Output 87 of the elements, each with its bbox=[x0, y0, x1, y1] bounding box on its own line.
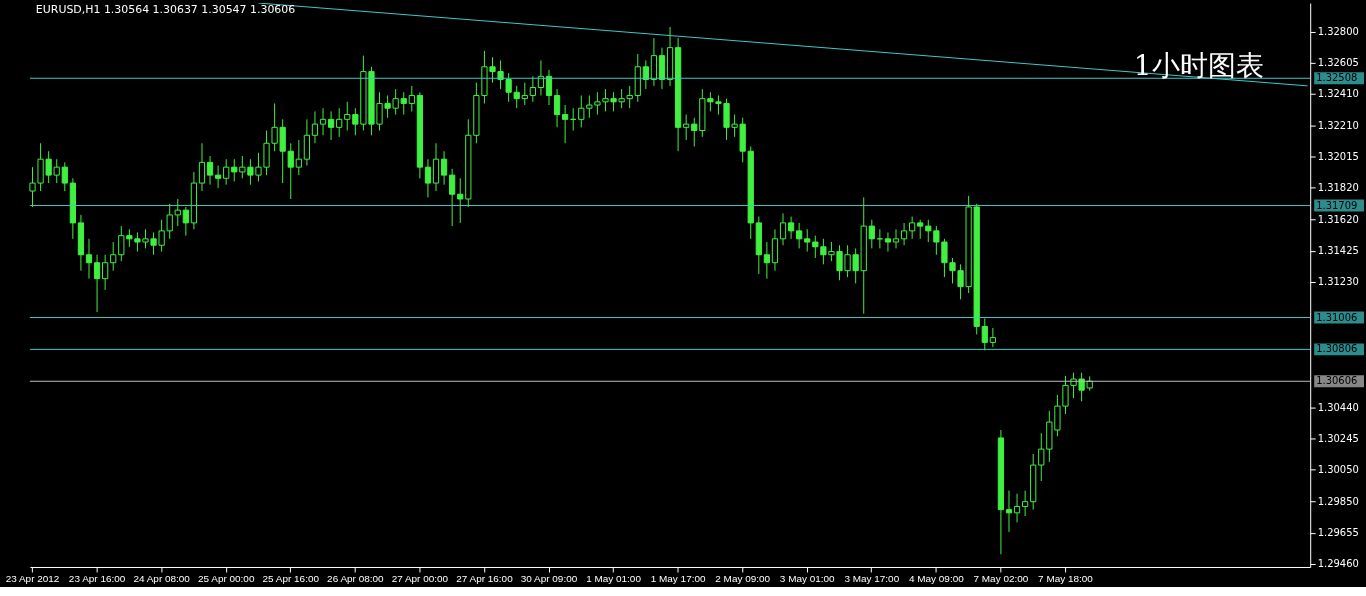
ref-line-label: 1.30606 bbox=[1316, 375, 1358, 387]
y-tick-label: 1.32015 bbox=[1317, 151, 1359, 163]
candlestick bbox=[900, 222, 908, 246]
candlestick bbox=[1005, 490, 1013, 533]
candlestick bbox=[1022, 490, 1029, 517]
candlestick bbox=[796, 222, 803, 249]
candlestick bbox=[1013, 493, 1021, 523]
candlestick bbox=[529, 75, 536, 103]
y-tick-label: 1.31230 bbox=[1317, 276, 1359, 288]
candlestick bbox=[102, 254, 109, 291]
candlestick bbox=[303, 118, 311, 167]
x-tick-label: 23 Apr 2012 bbox=[5, 573, 60, 585]
candlestick bbox=[85, 238, 93, 280]
candlestick bbox=[787, 216, 795, 240]
candlestick bbox=[424, 158, 432, 198]
candlestick bbox=[327, 110, 335, 141]
candlestick bbox=[521, 82, 528, 106]
ref-line-label: 1.31006 bbox=[1316, 311, 1358, 323]
y-tick-label: 1.30050 bbox=[1317, 464, 1359, 476]
x-tick-label: 1 May 17:00 bbox=[650, 573, 706, 585]
x-tick-label: 24 Apr 08:00 bbox=[133, 573, 191, 585]
candlestick bbox=[545, 69, 553, 106]
candlestick bbox=[562, 104, 569, 144]
candlestick bbox=[763, 241, 771, 280]
y-tick-label: 1.31820 bbox=[1317, 182, 1359, 194]
y-tick-label: 1.30440 bbox=[1317, 402, 1359, 414]
candlestick bbox=[650, 37, 658, 87]
candlestick bbox=[642, 59, 649, 90]
x-tick-label: 3 May 17:00 bbox=[844, 573, 900, 585]
candlestick bbox=[892, 228, 900, 249]
x-tick-label: 3 May 01:00 bbox=[779, 573, 836, 585]
y-tick-label: 1.32800 bbox=[1317, 26, 1359, 38]
candlestick bbox=[311, 110, 319, 144]
x-tick-label: 25 Apr 00:00 bbox=[197, 573, 255, 585]
candlestick bbox=[868, 219, 875, 249]
x-tick-label: 7 May 02:00 bbox=[973, 573, 1029, 585]
x-tick-label: 23 Apr 16:00 bbox=[68, 573, 126, 585]
candlestick bbox=[215, 165, 222, 189]
candlestick bbox=[174, 198, 181, 227]
y-tick-label: 1.29850 bbox=[1317, 496, 1359, 508]
ref-line-label: 1.31709 bbox=[1316, 199, 1358, 211]
annotation: 1小时图表 bbox=[1133, 48, 1264, 82]
y-tick-label: 1.30245 bbox=[1317, 433, 1359, 445]
y-tick-label: 1.32210 bbox=[1317, 120, 1359, 132]
x-tick-label: 25 Apr 16:00 bbox=[262, 573, 320, 585]
y-tick-label: 1.31620 bbox=[1317, 214, 1359, 226]
candlestick bbox=[457, 177, 464, 224]
candlestick bbox=[432, 142, 440, 192]
candlestick bbox=[61, 161, 68, 192]
candlestick bbox=[198, 142, 206, 192]
ref-line-label: 1.32508 bbox=[1316, 72, 1358, 84]
candlestick bbox=[182, 206, 189, 237]
candlestick bbox=[981, 317, 988, 351]
candlestick bbox=[771, 228, 779, 272]
candlestick bbox=[884, 231, 892, 253]
candlestick bbox=[440, 150, 448, 186]
x-tick-label: 7 May 18:00 bbox=[1038, 573, 1094, 585]
candlestick bbox=[989, 327, 996, 348]
y-tick-label: 1.32605 bbox=[1317, 57, 1359, 69]
x-tick-label: 4 May 09:00 bbox=[908, 573, 965, 585]
x-tick-label: 27 Apr 00:00 bbox=[391, 573, 449, 585]
y-tick-label: 1.29655 bbox=[1317, 527, 1359, 539]
x-tick-label: 2 May 09:00 bbox=[715, 573, 771, 585]
candlestick bbox=[295, 139, 302, 176]
candlestick bbox=[206, 155, 214, 186]
x-tick-label: 26 Apr 08:00 bbox=[327, 573, 384, 585]
x-tick-label: 30 Apr 09:00 bbox=[520, 573, 578, 585]
candlestick bbox=[553, 88, 561, 128]
y-tick-label: 1.29460 bbox=[1317, 558, 1359, 570]
candlestick bbox=[909, 216, 916, 240]
candlestick bbox=[917, 219, 924, 240]
candlestick bbox=[110, 241, 117, 272]
x-tick-label: 27 Apr 16:00 bbox=[456, 573, 514, 585]
candlestick bbox=[779, 212, 787, 246]
candlestick bbox=[449, 168, 456, 227]
candlestick bbox=[408, 85, 415, 112]
candlestick bbox=[683, 114, 690, 141]
candlestick bbox=[319, 107, 327, 136]
candlestick bbox=[658, 47, 666, 90]
candlestick bbox=[223, 158, 230, 186]
ref-line-label: 1.30806 bbox=[1316, 343, 1358, 355]
candlestick bbox=[93, 254, 101, 313]
candlestick bbox=[336, 107, 343, 138]
y-tick-label: 1.31425 bbox=[1317, 245, 1359, 257]
chart-title: EURUSD,H1 1.30564 1.30637 1.30547 1.30606 bbox=[35, 3, 296, 17]
y-tick-label: 1.32410 bbox=[1317, 88, 1359, 100]
x-tick-label: 1 May 01:00 bbox=[586, 573, 642, 585]
